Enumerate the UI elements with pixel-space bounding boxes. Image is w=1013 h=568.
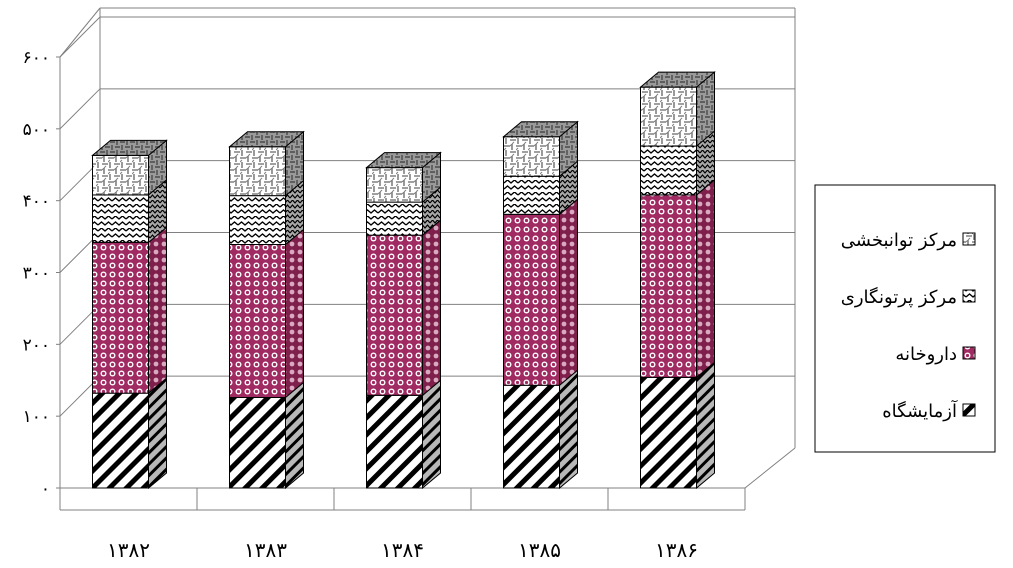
bar-segment-rehab bbox=[228, 130, 305, 197]
bar-segment-radiology bbox=[503, 160, 578, 216]
bar-front-face bbox=[503, 175, 560, 215]
bar-front-face bbox=[229, 146, 286, 197]
bar-top-face bbox=[228, 131, 305, 148]
bar-front-face bbox=[92, 154, 149, 196]
bar-segment-rehab bbox=[91, 139, 168, 196]
y-axis-ticks: ۰ ۱۰۰ ۲۰۰ ۳۰۰ ۴۰۰ ۵۰۰ ۶۰۰ bbox=[23, 48, 60, 499]
y-tick-label: ۳۰۰ bbox=[23, 264, 50, 284]
bar-segment-radiology bbox=[229, 179, 304, 246]
bar-side-face bbox=[422, 379, 441, 490]
y-tick-label: ۲۰۰ bbox=[23, 335, 50, 355]
bar-stack-4 bbox=[502, 120, 579, 490]
bar-front-face bbox=[366, 394, 423, 489]
gridline-side bbox=[59, 16, 101, 58]
gridline-side bbox=[59, 88, 101, 130]
bar-side-face bbox=[148, 377, 167, 490]
bar-front-face bbox=[366, 167, 423, 203]
legend-label-laboratory: آزمایشگاه bbox=[882, 399, 958, 422]
x-axis-labels: ۱۳۸۲ ۱۳۸۳ ۱۳۸۴ ۱۳۸۵ ۱۳۸۶ bbox=[59, 488, 746, 562]
bar-top-face bbox=[91, 139, 168, 156]
bar-segment-radiology bbox=[640, 130, 715, 196]
bar-side-face bbox=[559, 198, 578, 387]
bar-side-face bbox=[285, 228, 304, 399]
left-wall-top-edge bbox=[59, 7, 101, 58]
x-category-label: ۱۳۸۵ bbox=[518, 538, 561, 562]
x-category-label: ۱۳۸۲ bbox=[107, 538, 150, 562]
bar-segment-laboratory bbox=[92, 377, 167, 490]
legend-label-radiology: مرکز پرتونگاری bbox=[841, 286, 957, 308]
legend-entry-laboratory: آزمایشگاه bbox=[882, 399, 976, 422]
bar-front-face bbox=[503, 384, 560, 489]
bar-side-face bbox=[285, 381, 304, 490]
bar-segment-laboratory bbox=[229, 381, 304, 490]
bar-front-face bbox=[92, 194, 149, 243]
bar-front-face bbox=[503, 136, 560, 177]
bar-side-face bbox=[696, 178, 715, 379]
bar-segment-laboratory bbox=[640, 361, 715, 490]
bar-segment-pharmacy bbox=[366, 219, 441, 397]
bar-front-face bbox=[92, 241, 149, 394]
bar-front-face bbox=[640, 194, 697, 378]
bar-segment-pharmacy bbox=[92, 226, 167, 395]
floor-right-edge bbox=[744, 447, 796, 489]
bar-front-face bbox=[503, 213, 560, 386]
bar-segment-laboratory bbox=[366, 379, 441, 490]
bar-segment-radiology bbox=[366, 186, 441, 237]
legend-swatch-pharmacy bbox=[962, 346, 976, 360]
bar-front-face bbox=[229, 396, 286, 489]
bar-stack-2 bbox=[228, 130, 305, 490]
bar-segment-rehab bbox=[639, 71, 716, 148]
y-tick-label: ۴۰۰ bbox=[23, 192, 50, 212]
legend-swatch-laboratory bbox=[962, 403, 976, 417]
bar-front-face bbox=[640, 86, 697, 147]
legend-entry-pharmacy: داروخانه bbox=[895, 344, 976, 365]
bar-top-face bbox=[502, 121, 579, 138]
bar-stack-5 bbox=[639, 71, 716, 490]
bar-front-face bbox=[366, 234, 423, 396]
x-category-label: ۱۳۸۴ bbox=[381, 538, 424, 562]
bar-top-face bbox=[365, 152, 442, 169]
y-tick-label: ۶۰۰ bbox=[23, 48, 50, 68]
bar-stack-1 bbox=[91, 139, 168, 490]
x-category-label: ۱۳۸۳ bbox=[244, 538, 287, 562]
legend-label-pharmacy: داروخانه bbox=[895, 344, 957, 365]
legend-swatch-radiology bbox=[962, 289, 976, 303]
bar-front-face bbox=[92, 392, 149, 489]
bars-layer bbox=[91, 71, 716, 490]
bar-front-face bbox=[229, 243, 286, 398]
bar-segment-pharmacy bbox=[503, 198, 578, 387]
legend-entry-rehab: مرکز توانبخشی bbox=[841, 230, 976, 251]
bar-stack-3 bbox=[365, 151, 442, 490]
bar-segment-laboratory bbox=[503, 369, 578, 490]
bar-front-face bbox=[640, 376, 697, 489]
y-tick-label: ۰ bbox=[41, 479, 50, 499]
bar-front-face bbox=[640, 145, 697, 196]
bar-segment-pharmacy bbox=[640, 178, 715, 379]
bar-side-face bbox=[148, 226, 167, 395]
bar-side-face bbox=[696, 361, 715, 490]
bar-segment-rehab bbox=[502, 120, 579, 178]
bar-side-face bbox=[422, 219, 441, 397]
legend-swatch-rehab bbox=[962, 232, 976, 246]
legend-entry-radiology: مرکز پرتونگاری bbox=[841, 286, 976, 308]
y-tick-label: ۱۰۰ bbox=[23, 407, 50, 427]
bar-front-face bbox=[366, 201, 423, 236]
legend-label-rehab: مرکز توانبخشی bbox=[841, 230, 957, 251]
x-category-label: ۱۳۸۶ bbox=[655, 538, 698, 562]
bar-side-face bbox=[559, 369, 578, 490]
y-tick-label: ۵۰۰ bbox=[23, 120, 50, 140]
legend: مرکز توانبخشی مرکز پرتونگاری داروخانه آز… bbox=[814, 184, 996, 453]
bar-segment-rehab bbox=[365, 151, 442, 204]
bar-front-face bbox=[229, 195, 286, 245]
bar-segment-radiology bbox=[92, 178, 167, 244]
bar-top-face bbox=[639, 71, 716, 88]
bar-segment-pharmacy bbox=[229, 228, 304, 399]
